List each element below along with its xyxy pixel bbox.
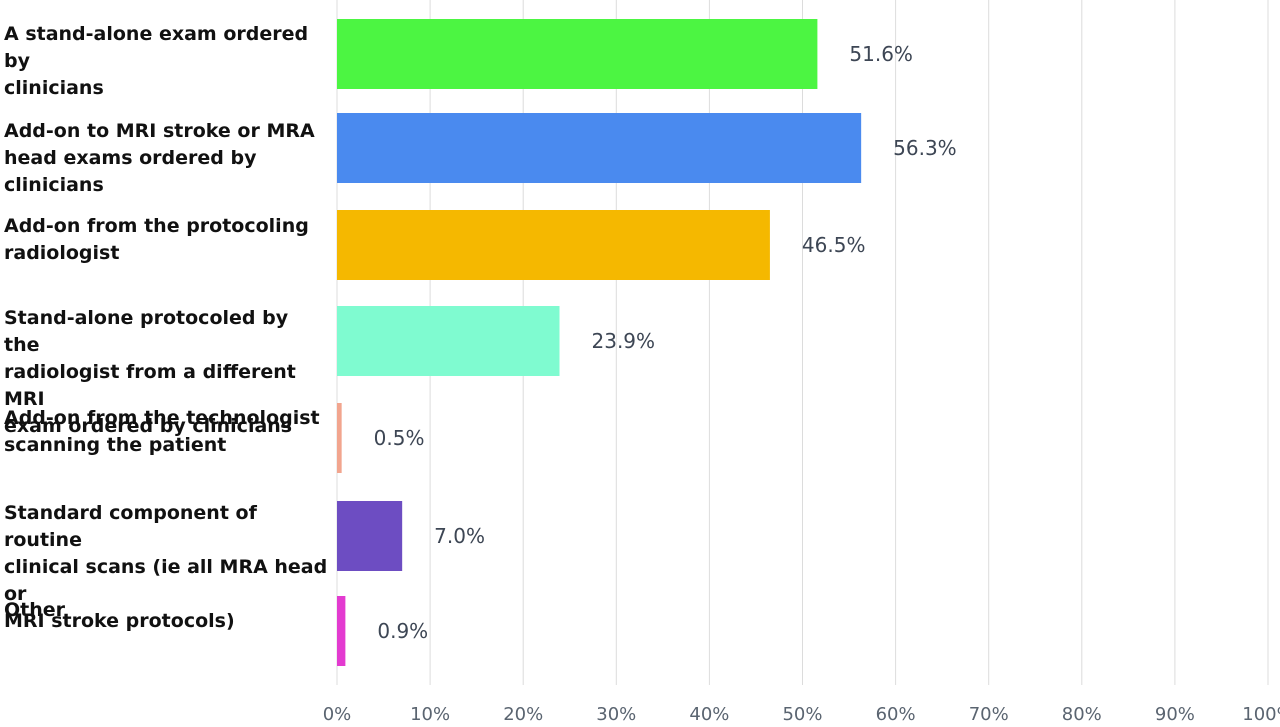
category-label: Add-on from the protocoling radiologist <box>4 215 309 264</box>
bar <box>337 403 342 473</box>
x-tick-label: 30% <box>596 704 636 725</box>
x-tick-label: 60% <box>876 704 916 725</box>
category-label: Other <box>4 599 66 621</box>
category-label: Stand-alone protocoled by the radiologis… <box>4 307 296 437</box>
x-tick-label: 20% <box>503 704 543 725</box>
x-tick-label: 90% <box>1155 704 1195 725</box>
bar-value-label: 7.0% <box>434 524 485 548</box>
bar <box>337 306 560 376</box>
bar-value-label: 23.9% <box>592 329 656 353</box>
bar <box>337 210 770 280</box>
bar <box>337 501 403 571</box>
x-tick-label: 0% <box>323 704 352 725</box>
x-tick-label: 50% <box>782 704 822 725</box>
bar <box>337 19 818 89</box>
bar-value-label: 0.9% <box>377 619 428 643</box>
category-label: Add-on to MRI stroke or MRA head exams o… <box>4 120 315 196</box>
bar-value-label: 51.6% <box>849 42 913 66</box>
category-label: A stand-alone exam ordered by clinicians <box>4 23 309 99</box>
bar-value-label: 0.5% <box>374 426 425 450</box>
bar <box>337 596 346 666</box>
bar-value-label: 56.3% <box>893 136 957 160</box>
bar-value-label: 46.5% <box>802 233 866 257</box>
category-label: Add-on from the technologist scanning th… <box>4 407 320 456</box>
x-tick-label: 80% <box>1062 704 1102 725</box>
x-tick-label: 100% <box>1242 704 1280 725</box>
category-label: Standard component of routine clinical s… <box>4 502 328 632</box>
bar <box>337 113 862 183</box>
x-tick-label: 40% <box>689 704 729 725</box>
x-tick-label: 70% <box>969 704 1009 725</box>
x-tick-label: 10% <box>410 704 450 725</box>
